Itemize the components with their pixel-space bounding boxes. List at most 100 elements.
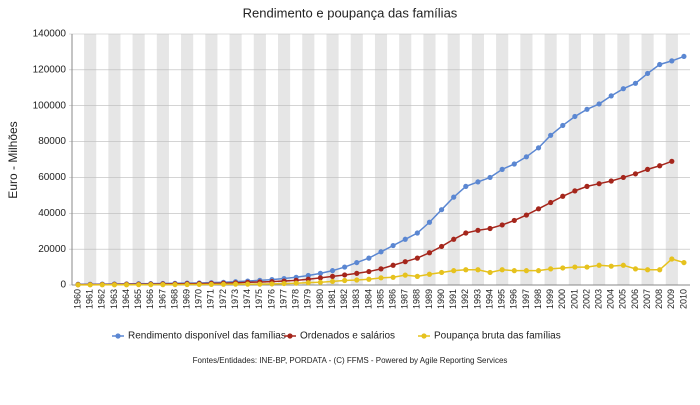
data-point	[257, 281, 263, 287]
data-point	[75, 282, 81, 288]
band	[471, 34, 484, 285]
data-point	[317, 279, 324, 285]
data-point	[596, 262, 602, 268]
data-point	[87, 282, 93, 288]
legend-label: Poupança bruta das famílias	[434, 331, 561, 342]
data-point	[657, 267, 663, 273]
data-point	[548, 199, 554, 206]
data-point	[354, 277, 360, 283]
x-tick-label: 1976	[266, 289, 276, 309]
data-point	[402, 259, 408, 265]
data-point	[560, 122, 566, 129]
data-point	[463, 183, 469, 189]
data-point	[366, 255, 372, 261]
data-point	[632, 266, 639, 272]
data-point	[99, 282, 105, 288]
x-tick-label: 1994	[484, 289, 494, 309]
data-point	[378, 275, 384, 281]
data-point	[414, 230, 420, 236]
band	[399, 34, 412, 285]
data-point	[329, 273, 336, 279]
y-tick-label: 60000	[38, 172, 66, 183]
x-tick-label: 1971	[206, 289, 216, 309]
band	[132, 34, 145, 285]
data-point	[535, 206, 542, 212]
data-point	[572, 264, 578, 270]
data-point	[681, 259, 687, 266]
data-point	[511, 268, 517, 274]
band	[326, 34, 339, 285]
data-point	[620, 86, 626, 92]
data-point	[608, 263, 614, 269]
x-tick-label: 1997	[521, 289, 531, 309]
x-tick-label: 1981	[327, 289, 337, 309]
x-tick-label: 1960	[72, 289, 82, 309]
band	[181, 34, 194, 285]
data-point	[438, 207, 445, 213]
x-tick-label: 1974	[242, 289, 252, 309]
data-point	[657, 163, 663, 169]
x-tick-label: 1995	[497, 289, 507, 309]
data-point	[111, 282, 118, 288]
data-point	[438, 243, 445, 250]
data-point	[475, 179, 481, 185]
data-point	[475, 227, 481, 233]
data-point	[245, 281, 251, 287]
x-tick-label: 1992	[460, 289, 470, 309]
source: Fontes/Entidades: INE-BP, PORDATA - (C) …	[193, 356, 508, 365]
data-point	[172, 281, 178, 288]
data-point	[608, 178, 614, 184]
data-point	[548, 266, 554, 272]
data-point	[208, 281, 214, 287]
x-tick-label: 1967	[157, 289, 167, 309]
band	[278, 34, 291, 285]
x-tick-label: 1965	[133, 289, 143, 309]
data-point	[608, 93, 614, 99]
data-point	[584, 264, 590, 270]
x-tick-label: 1990	[436, 289, 446, 309]
data-point	[487, 174, 493, 181]
data-point	[317, 270, 324, 276]
x-tick-label: 1999	[545, 289, 555, 309]
y-tick-label: 0	[60, 280, 66, 291]
data-point	[644, 166, 651, 172]
x-tick-label: 2003	[593, 289, 603, 309]
data-point	[414, 255, 420, 261]
data-point	[196, 281, 202, 288]
data-point	[572, 188, 578, 194]
legend-label: Ordenados e salários	[300, 331, 395, 342]
data-point	[535, 145, 542, 151]
data-point	[560, 193, 566, 199]
data-point	[620, 174, 626, 181]
data-point	[584, 106, 590, 112]
x-tick-label: 2002	[581, 289, 591, 309]
data-point	[463, 267, 469, 273]
data-point	[644, 267, 651, 273]
data-point	[366, 268, 372, 275]
data-point	[572, 113, 578, 120]
data-point	[329, 278, 336, 285]
x-tick-label: 2005	[618, 289, 628, 309]
legend-marker	[115, 333, 121, 339]
band	[496, 34, 509, 285]
x-tick-label: 1993	[472, 289, 482, 309]
data-point	[354, 270, 360, 276]
x-tick-label: 1991	[448, 289, 458, 309]
band	[253, 34, 266, 285]
band	[374, 34, 388, 285]
band	[641, 34, 654, 285]
x-tick-label: 2006	[630, 289, 640, 309]
data-point	[342, 264, 348, 270]
data-point	[342, 272, 348, 278]
data-point	[620, 262, 626, 268]
data-point	[366, 276, 372, 282]
band	[423, 34, 436, 285]
x-tick-label: 1969	[181, 289, 191, 309]
data-point	[317, 275, 324, 281]
band	[302, 34, 315, 285]
x-tick-label: 1962	[97, 289, 107, 309]
band	[84, 34, 97, 285]
data-point	[596, 181, 602, 187]
band	[108, 34, 121, 285]
